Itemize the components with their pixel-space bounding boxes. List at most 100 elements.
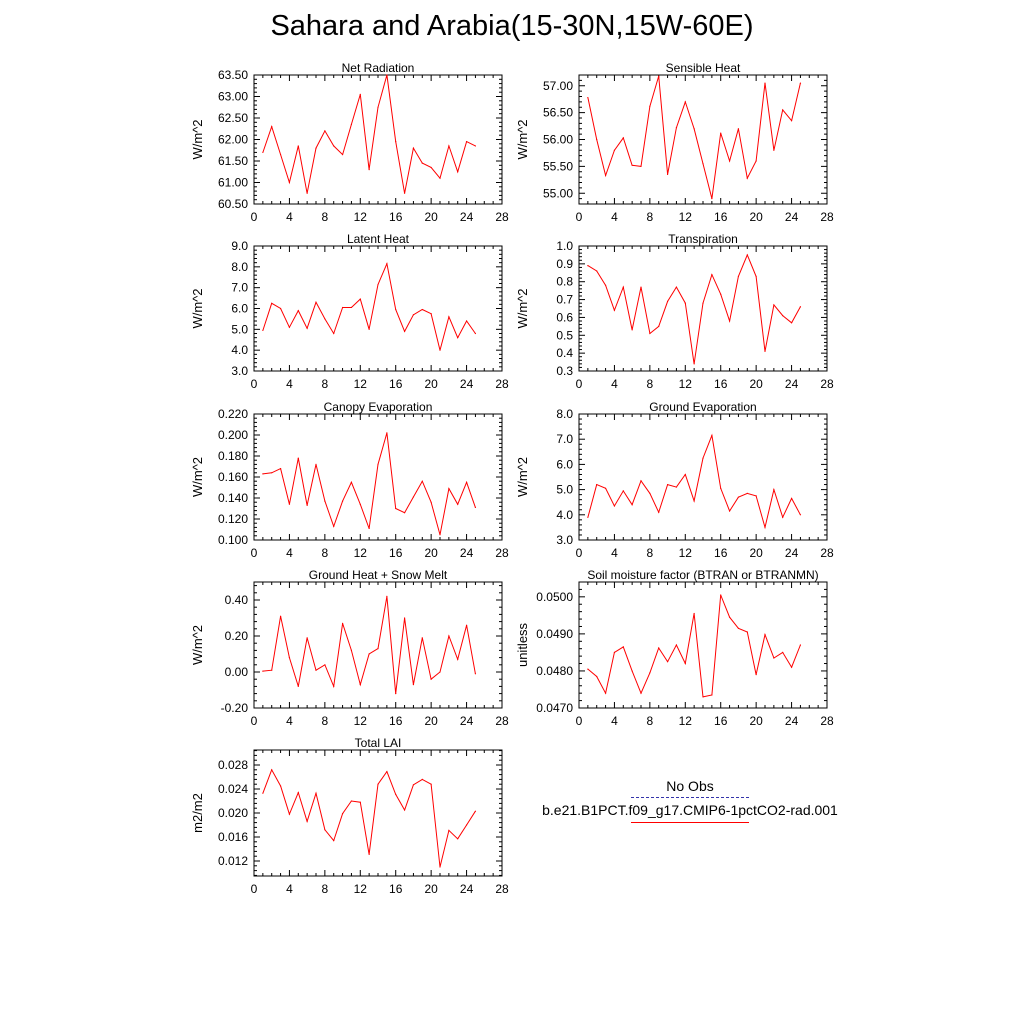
y-tick-label: 0.6 xyxy=(556,310,573,324)
x-tick-label: 20 xyxy=(424,882,438,896)
y-tick-label: 0.40 xyxy=(225,593,249,607)
data-point xyxy=(386,263,388,265)
data-point xyxy=(288,326,291,328)
data-point xyxy=(271,472,273,474)
data-point xyxy=(755,674,757,676)
x-tick-label: 24 xyxy=(460,714,474,728)
data-point xyxy=(430,166,432,169)
data-point xyxy=(658,325,660,327)
data-point xyxy=(341,153,344,156)
data-point xyxy=(386,771,388,773)
data-point xyxy=(457,503,459,505)
data-point xyxy=(430,783,432,785)
data-point xyxy=(474,145,477,147)
data-point xyxy=(596,270,598,272)
series-line xyxy=(262,596,476,694)
data-point xyxy=(377,106,379,108)
data-point xyxy=(350,306,353,309)
data-point xyxy=(412,314,415,316)
data-point xyxy=(799,82,802,84)
x-tick-label: 8 xyxy=(322,546,329,560)
data-point xyxy=(604,692,607,694)
x-tick-label: 28 xyxy=(495,210,509,224)
y-tick-label: 0.9 xyxy=(556,257,573,271)
data-point xyxy=(324,664,326,666)
data-point xyxy=(465,141,468,143)
data-point xyxy=(666,483,669,486)
series-line xyxy=(262,74,476,194)
data-point xyxy=(746,492,748,494)
data-point xyxy=(271,302,273,304)
data-point xyxy=(297,309,299,312)
data-point xyxy=(439,866,441,868)
series-line xyxy=(262,768,476,868)
data-point xyxy=(649,332,651,335)
data-point xyxy=(412,496,415,498)
x-tick-label: 0 xyxy=(251,546,258,560)
data-point xyxy=(684,473,686,476)
y-tick-label: 0.8 xyxy=(556,275,573,289)
data-point xyxy=(613,651,616,654)
data-point xyxy=(368,169,370,171)
y-tick-label: 55.50 xyxy=(543,159,573,173)
data-point xyxy=(262,473,264,475)
data-point xyxy=(306,327,308,329)
x-tick-label: 16 xyxy=(714,377,728,391)
series-line xyxy=(262,262,476,351)
x-tick-label: 20 xyxy=(424,377,438,391)
data-point xyxy=(596,483,598,486)
data-point xyxy=(395,693,397,695)
data-point xyxy=(675,286,678,288)
data-point xyxy=(790,666,793,668)
y-tick-label: 0.3 xyxy=(556,364,573,378)
data-point xyxy=(631,670,633,672)
x-tick-label: 4 xyxy=(611,377,618,391)
data-point xyxy=(764,634,766,636)
data-point xyxy=(622,490,624,492)
data-point xyxy=(288,657,291,659)
data-point xyxy=(368,328,370,330)
data-point xyxy=(403,809,406,811)
data-point xyxy=(403,192,406,194)
data-point xyxy=(474,332,477,335)
data-point xyxy=(297,145,299,147)
page-title: Sahara and Arabia(15-30N,15W-60E) xyxy=(270,10,754,42)
data-point xyxy=(448,487,450,490)
x-tick-label: 8 xyxy=(647,210,654,224)
data-point xyxy=(720,594,722,596)
legend: No Obs b.e21.B1PCT.f09_g17.CMIP6-1pctCO2… xyxy=(520,778,860,823)
x-tick-label: 8 xyxy=(647,377,654,391)
data-point xyxy=(737,275,740,277)
y-tick-label: 0.7 xyxy=(556,293,573,307)
data-point xyxy=(684,101,686,103)
data-point xyxy=(711,694,713,696)
y-tick-label: 60.50 xyxy=(218,197,248,211)
data-point xyxy=(622,286,624,288)
data-point xyxy=(386,432,388,434)
data-point xyxy=(640,692,642,694)
data-point xyxy=(297,457,299,459)
chart-panel: Soil moisture factor (BTRAN or BTRANMN) u… xyxy=(515,568,834,728)
chart-panel: Canopy Evaporation W/m^2 0 4 8 12 16 20 24 28 0.10… xyxy=(190,400,509,560)
data-point xyxy=(439,349,441,351)
data-point xyxy=(737,128,740,130)
data-point xyxy=(430,313,432,315)
y-tick-label: 3.0 xyxy=(556,533,573,547)
chart-panel: Transpiration W/m^2 0 4 8 12 16 20 24 28 0.3 0.4 0.5… xyxy=(515,232,834,391)
data-point xyxy=(395,141,397,143)
y-axis-label: unitless xyxy=(515,622,530,667)
x-tick-label: 12 xyxy=(354,377,368,391)
data-point xyxy=(377,283,379,286)
data-point xyxy=(711,198,713,200)
data-point xyxy=(649,105,651,107)
data-point xyxy=(341,813,344,815)
data-point xyxy=(421,480,423,482)
y-tick-label: 0.140 xyxy=(218,491,248,505)
legend-obs-line xyxy=(631,797,749,798)
data-point xyxy=(288,181,291,184)
y-tick-label: 55.00 xyxy=(543,186,573,200)
data-point xyxy=(613,309,616,311)
data-point xyxy=(764,82,766,84)
data-point xyxy=(675,486,678,488)
data-point xyxy=(412,147,415,149)
